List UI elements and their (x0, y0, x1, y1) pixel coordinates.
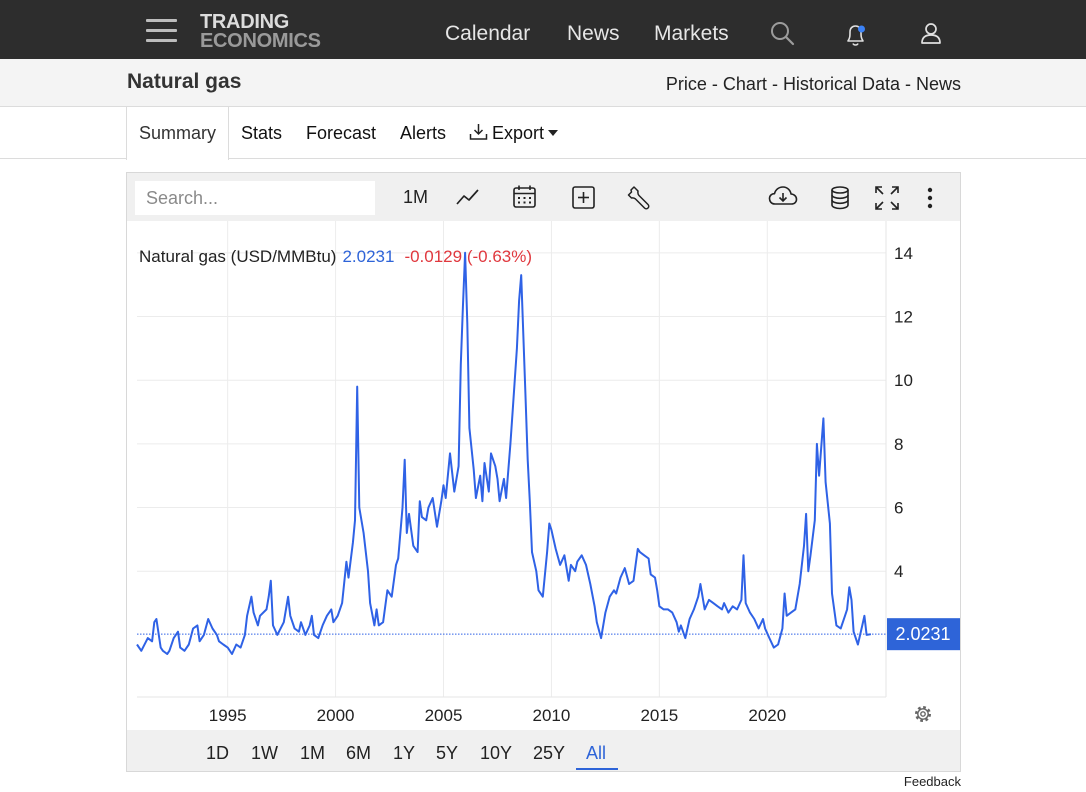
page-title: Natural gas (127, 70, 242, 93)
y-tick-label: 8 (894, 435, 903, 454)
y-tick-label: 6 (894, 499, 903, 518)
separator: - (706, 74, 723, 94)
y-tick-label: 10 (894, 371, 913, 390)
tab-export[interactable]: Export (469, 107, 559, 159)
chart-panel: 1M (126, 172, 961, 772)
wrench-icon[interactable] (627, 185, 653, 211)
y-axis-labels: 4 6 8 10 12 14 (894, 244, 913, 581)
period-selector: 1D 1W 1M 6M 1Y 5Y 10Y 25Y All (127, 730, 960, 771)
separator: - (766, 74, 783, 94)
chart-toolbar: 1M (127, 173, 960, 221)
tab-forecast[interactable]: Forecast (306, 123, 377, 143)
y-tick-label: 14 (894, 244, 913, 263)
tab-export-label: Export (492, 123, 545, 143)
logo-line-1: TRADING (200, 11, 290, 33)
legend-change: -0.0129 (-0.63%) (404, 247, 532, 266)
active-period-indicator (576, 768, 618, 770)
bell-icon[interactable] (843, 21, 869, 49)
period-6m[interactable]: 6M (346, 743, 372, 763)
x-tick-label: 2000 (317, 706, 355, 725)
period-all[interactable]: All (586, 743, 607, 763)
tab-alerts[interactable]: Alerts (400, 123, 447, 143)
nav-news[interactable]: News (567, 22, 620, 45)
link-historical-data[interactable]: Historical Data (782, 74, 900, 94)
legend-last-value: 2.0231 (342, 247, 394, 266)
tab-summary[interactable]: Summary (126, 107, 229, 160)
link-price[interactable]: Price (665, 74, 707, 94)
download-icon (469, 124, 488, 140)
period-1w[interactable]: 1W (251, 743, 278, 763)
y-tick-label: 12 (894, 308, 913, 327)
menu-icon[interactable] (146, 18, 177, 44)
tab-summary-label: Summary (138, 123, 216, 143)
period-5y[interactable]: 5Y (436, 743, 459, 763)
database-icon[interactable] (829, 185, 851, 211)
user-icon[interactable] (919, 21, 945, 47)
link-news[interactable]: News (915, 74, 961, 94)
y-tick-label: 4 (894, 562, 903, 581)
y-gridlines (137, 252, 886, 572)
tab-stats[interactable]: Stats (241, 123, 283, 143)
fullscreen-icon[interactable] (874, 185, 900, 211)
add-indicator-icon[interactable] (571, 185, 597, 211)
cloud-download-icon[interactable] (768, 185, 798, 209)
more-options-icon[interactable] (925, 186, 935, 210)
logo[interactable]: TRADING ECONOMICS (200, 11, 321, 52)
chevron-down-icon (548, 129, 559, 136)
period-1m[interactable]: 1M (300, 743, 326, 763)
last-value-tag-label: 2.0231 (895, 624, 950, 644)
nav-calendar[interactable]: Calendar (445, 22, 531, 45)
price-chart[interactable]: 4 6 8 10 12 14 1995 2000 2005 2010 2015 2020 2.023… (127, 221, 960, 730)
search-input[interactable] (135, 181, 375, 215)
last-value-tag-bg (887, 618, 960, 651)
nav-markets[interactable]: Markets (654, 22, 729, 45)
interval-button[interactable]: 1M (403, 187, 429, 207)
legend-series-name: Natural gas (USD/MMBtu) (139, 247, 336, 266)
x-tick-label: 2015 (640, 706, 678, 725)
feedback-link[interactable]: Feedback (903, 774, 961, 789)
line-chart-icon[interactable] (455, 185, 481, 209)
period-1d[interactable]: 1D (206, 743, 230, 763)
period-25y[interactable]: 25Y (533, 743, 566, 763)
x-tick-label: 2010 (533, 706, 571, 725)
period-10y[interactable]: 10Y (480, 743, 513, 763)
tab-bar: Summary Stats Forecast Alerts Export (0, 107, 1086, 160)
settings-icon[interactable] (915, 706, 931, 722)
legend: Natural gas (USD/MMBtu) 2.0231 -0.0129 (-0… (139, 247, 532, 266)
title-bar: Natural gas Price - Chart - Historical D… (0, 59, 1086, 107)
link-chart[interactable]: Chart (722, 74, 767, 94)
x-axis-labels: 1995 2000 2005 2010 2015 2020 (209, 706, 786, 725)
period-1y[interactable]: 1Y (393, 743, 416, 763)
search-icon[interactable] (770, 21, 796, 47)
x-tick-label: 2005 (425, 706, 463, 725)
series-line-natural-gas (136, 251, 872, 655)
calendar-icon[interactable] (512, 184, 538, 210)
last-value-tag: 2.0231 (887, 618, 960, 651)
x-gridlines (227, 221, 768, 697)
x-tick-label: 1995 (209, 706, 247, 725)
top-navbar: TRADING ECONOMICS Calendar News Markets (0, 0, 1086, 59)
sub-navigation: Price - Chart - Historical Data - News (666, 74, 961, 95)
x-tick-label: 2020 (748, 706, 786, 725)
separator: - (899, 74, 916, 94)
logo-line-2: ECONOMICS (200, 30, 321, 52)
